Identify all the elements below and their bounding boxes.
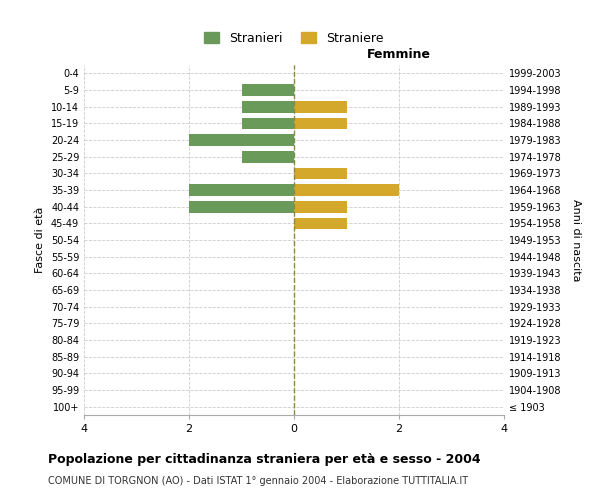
- Bar: [189, 201, 294, 212]
- Bar: [241, 151, 294, 162]
- Y-axis label: Fasce di età: Fasce di età: [35, 207, 45, 273]
- Bar: [241, 84, 294, 96]
- Text: Femmine: Femmine: [367, 48, 431, 62]
- Bar: [189, 134, 294, 146]
- Text: Popolazione per cittadinanza straniera per età e sesso - 2004: Popolazione per cittadinanza straniera p…: [48, 452, 481, 466]
- Text: COMUNE DI TORGNON (AO) - Dati ISTAT 1° gennaio 2004 - Elaborazione TUTTITALIA.IT: COMUNE DI TORGNON (AO) - Dati ISTAT 1° g…: [48, 476, 468, 486]
- Bar: [294, 101, 347, 112]
- Bar: [294, 218, 347, 229]
- Bar: [241, 118, 294, 129]
- Bar: [294, 184, 399, 196]
- Y-axis label: Anni di nascita: Anni di nascita: [571, 198, 581, 281]
- Bar: [294, 168, 347, 179]
- Bar: [294, 201, 347, 212]
- Bar: [189, 184, 294, 196]
- Legend: Stranieri, Straniere: Stranieri, Straniere: [198, 26, 390, 52]
- Bar: [294, 118, 347, 129]
- Bar: [241, 101, 294, 112]
